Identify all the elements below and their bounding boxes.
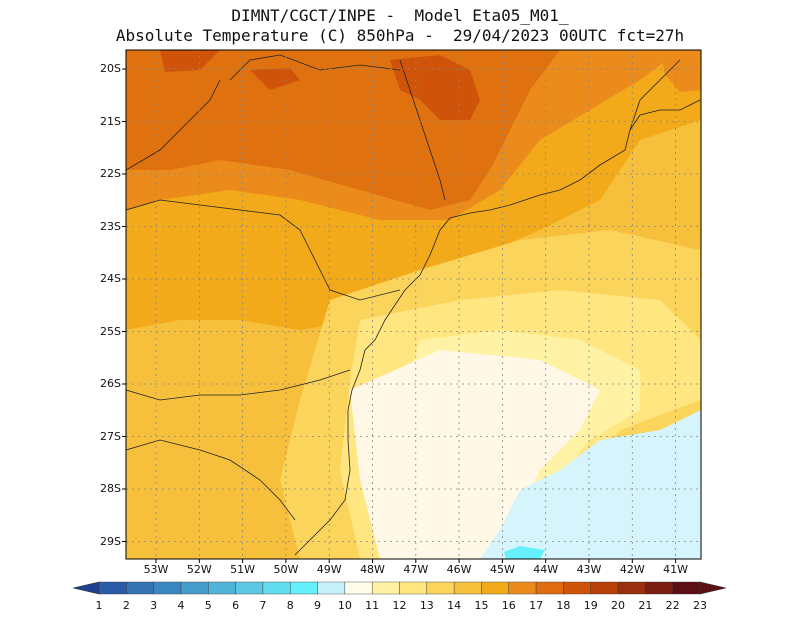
colorbar-label: 4 (177, 599, 185, 612)
lon-label: 47W (403, 563, 429, 576)
lon-label: 41W (663, 563, 689, 576)
temperature-field (126, 50, 701, 559)
lon-label: 45W (489, 563, 515, 576)
lat-label: 21S (100, 114, 121, 128)
colorbar-swatch (563, 581, 591, 595)
field-band-9 (480, 410, 701, 559)
geo-lines (125, 54, 701, 556)
colorbar-label: 16 (501, 599, 516, 612)
colorbar-label: 10 (337, 599, 352, 612)
lon-label: 48W (360, 563, 385, 576)
lat-label: 29S (100, 534, 121, 548)
state-border-1 (125, 199, 401, 301)
state-border-2 (399, 59, 446, 201)
field-band-18 (160, 50, 480, 120)
state-border-3 (125, 369, 351, 401)
colorbar-swatch (180, 581, 209, 595)
colorbar-label: 7 (259, 599, 267, 612)
colorbar-label: 17 (529, 599, 544, 612)
colorbar-swatch (672, 581, 701, 595)
colorbar-arrow-low (72, 581, 100, 595)
state-border-4 (125, 439, 296, 521)
coastline (294, 99, 701, 556)
colorbar-swatch (208, 581, 236, 595)
colorbar-swatch (426, 581, 455, 595)
colorbar-label: 8 (286, 599, 294, 612)
colorbar (72, 581, 727, 595)
colorbar-label: 2 (122, 599, 130, 612)
colorbar-label: 18 (556, 599, 571, 612)
colorbar-label: 14 (447, 599, 462, 612)
field-band-10 (350, 350, 600, 559)
colorbar-arrow-high (699, 581, 727, 595)
lat-label: 28S (100, 482, 121, 495)
colorbar-swatch (317, 581, 346, 595)
lon-label: 50W (273, 563, 299, 576)
field-band-16-east (660, 50, 701, 92)
colorbar-swatch (98, 581, 127, 595)
colorbar-swatch (645, 581, 673, 595)
colorbar-label: 9 (314, 599, 322, 612)
colorbar-label: 15 (474, 599, 489, 612)
colorbar-label: 20 (611, 599, 626, 612)
axis-ticks (122, 68, 677, 563)
lon-label: 52W (186, 563, 212, 576)
colorbar-swatch (262, 581, 291, 595)
lat-label: 20S (100, 62, 121, 75)
lat-label: 27S (100, 429, 121, 443)
colorbar-label: 11 (365, 599, 380, 612)
colorbar-swatch (235, 581, 264, 595)
colorbar-label: 3 (150, 599, 158, 612)
colorbar-swatch (453, 581, 482, 595)
lat-label: 24S (100, 272, 121, 285)
lon-label: 43W (576, 563, 602, 576)
title-line-1: DIMNT/CGCT/INPE - Model Eta05_M01_ (231, 6, 569, 25)
field-band-8 (504, 546, 545, 559)
colorbar-swatch (481, 581, 509, 595)
colorbar-swatch (126, 581, 154, 595)
lon-label: 49W (316, 563, 342, 576)
state-border-5 (229, 54, 401, 81)
plot-frame (125, 49, 702, 560)
colorbar-swatch (590, 581, 619, 595)
colorbar-label: 6 (232, 599, 240, 612)
title-line-2: Absolute Temperature (C) 850hPa - 29/04/… (115, 26, 685, 45)
state-border-6 (125, 79, 221, 171)
colorbar-swatch (399, 581, 428, 595)
colorbar-swatch (508, 581, 537, 595)
lon-label: 44W (533, 563, 559, 576)
colorbar-label: 21 (638, 599, 653, 612)
colorbar-label: 1 (95, 599, 103, 612)
lon-label: 53W (143, 563, 169, 576)
colorbar-label: 22 (665, 599, 680, 612)
lon-label: 42W (619, 563, 645, 576)
colorbar-swatch (371, 581, 400, 595)
state-border-7 (629, 59, 681, 131)
colorbar-swatch (290, 581, 318, 595)
colorbar-label: 12 (392, 599, 407, 612)
colorbar-swatch (153, 581, 182, 595)
colorbar-label: 23 (693, 599, 707, 612)
colorbar-label: 19 (583, 599, 598, 612)
lat-label: 26S (100, 377, 121, 390)
lat-lon-grid (126, 50, 701, 559)
lon-label: 46W (446, 563, 472, 576)
lat-label: 22S (100, 167, 121, 180)
colorbar-swatch (535, 581, 564, 595)
colorbar-label: 13 (419, 599, 434, 612)
colorbar-swatch (344, 581, 373, 595)
colorbar-label: 5 (204, 599, 212, 612)
lat-label: 23S (100, 219, 121, 233)
lon-label: 51W (230, 563, 256, 576)
colorbar-swatch (617, 581, 646, 595)
lat-label: 25S (100, 324, 121, 338)
